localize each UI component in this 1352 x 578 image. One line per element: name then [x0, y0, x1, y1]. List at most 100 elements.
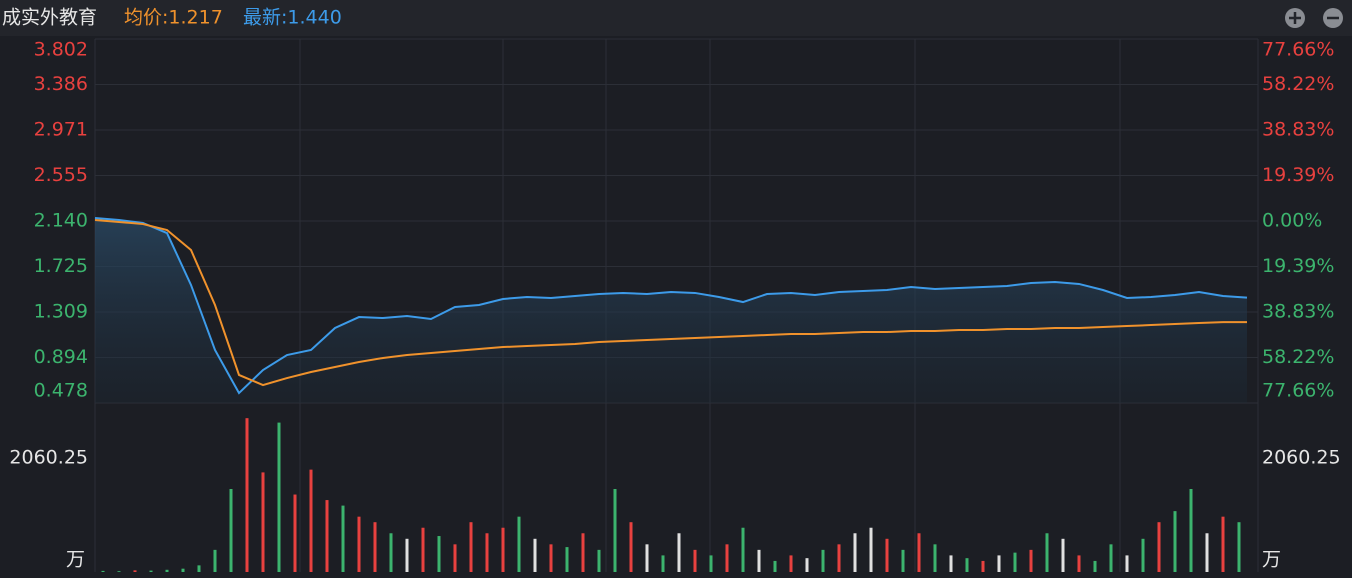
volume-bar — [485, 533, 489, 572]
volume-bar — [997, 555, 1001, 572]
stock-name: 成实外教育 — [2, 7, 97, 29]
volume-bar — [133, 570, 137, 572]
volume-bar — [1173, 511, 1177, 572]
volume-bar — [901, 549, 905, 572]
volume-bar — [357, 516, 361, 572]
volume-bar — [1077, 555, 1081, 572]
volume-bar — [389, 533, 393, 572]
y2-tick-label: 77.66% — [1262, 39, 1334, 61]
zoom-in[interactable] — [1285, 8, 1305, 28]
volume-bar — [789, 555, 793, 572]
volume-bar — [757, 549, 761, 572]
volume-bar — [181, 568, 185, 572]
volume-bar — [437, 536, 441, 572]
volume-bar — [1237, 522, 1241, 572]
volume-bar — [469, 522, 473, 572]
volume-bar — [213, 549, 217, 572]
volume-bar — [629, 522, 633, 572]
y2-tick-label: 0.00% — [1262, 210, 1322, 232]
volume-bar — [725, 544, 729, 572]
volume-bar — [165, 569, 169, 572]
y2-tick-label: 38.83% — [1262, 301, 1334, 323]
volume-bar — [373, 522, 377, 572]
volume-bar — [613, 488, 617, 572]
volume-bar — [645, 544, 649, 572]
volume-bar — [837, 544, 841, 572]
volume-bar — [517, 516, 521, 572]
volume-bar — [1157, 522, 1161, 572]
volume-bar — [853, 533, 857, 572]
volume-bar — [805, 558, 809, 572]
y-tick-label: 3.802 — [34, 39, 88, 61]
volume-bar — [501, 527, 505, 572]
price-line — [94, 219, 1247, 387]
volume-bar — [1221, 516, 1225, 572]
y-tick-label: 1.725 — [34, 255, 88, 277]
volume-bar — [917, 533, 921, 572]
volume-bar — [949, 555, 953, 572]
y2-tick-label: 19.39% — [1262, 164, 1334, 186]
volume-bar — [933, 544, 937, 572]
price-area — [95, 218, 1247, 403]
volume-bar — [325, 500, 329, 572]
volume-bar — [453, 544, 457, 572]
volume-bar — [741, 527, 745, 572]
volume-bar — [1045, 533, 1049, 572]
volume-bar — [117, 571, 121, 572]
volume-bar — [197, 565, 201, 572]
header-bar — [0, 0, 1352, 36]
volume-bar — [261, 472, 265, 572]
y2-tick-label: 77.66% — [1262, 380, 1334, 402]
volume-bar — [1013, 552, 1017, 572]
y-tick-label: 2.971 — [34, 119, 88, 141]
volume-bar — [421, 527, 425, 572]
volume-bar — [1125, 555, 1129, 572]
volume-bar — [277, 422, 281, 572]
volume-bar — [965, 558, 969, 572]
volume-bar — [709, 555, 713, 572]
volume-bar — [581, 533, 585, 572]
zoom-out[interactable] — [1323, 8, 1343, 28]
y2-tick-label: 58.22% — [1262, 73, 1334, 95]
volume-bar — [565, 547, 569, 572]
volume-unit: 万 — [1262, 549, 1281, 571]
volume-bar — [1061, 538, 1065, 572]
y-tick-label: 1.309 — [34, 301, 88, 323]
volume-bar — [341, 505, 345, 572]
y2-tick-label: 58.22% — [1262, 346, 1334, 368]
volume-bar — [293, 494, 297, 572]
volume-bar — [677, 533, 681, 572]
volume-bar — [1205, 533, 1209, 572]
y-tick-label: 2.555 — [34, 164, 88, 186]
avg-price: 均价:1.217 — [124, 7, 223, 29]
y2-tick-label: 38.83% — [1262, 119, 1334, 141]
last-price: 最新:1.440 — [243, 7, 342, 29]
volume-bar — [1093, 560, 1097, 572]
volume-bar — [149, 570, 153, 572]
volume-bar — [981, 560, 985, 572]
volume-bar — [1141, 538, 1145, 572]
volume-bar — [821, 549, 825, 572]
volume-bar — [773, 560, 777, 572]
volume-bar — [549, 544, 553, 572]
y2-tick-label: 19.39% — [1262, 255, 1334, 277]
volume-bar — [229, 488, 233, 572]
volume-bar — [533, 538, 537, 572]
volume-bar — [885, 538, 889, 572]
volume-bar — [1109, 544, 1113, 572]
volume-bar — [101, 570, 105, 572]
volume-bar — [693, 549, 697, 572]
volume-bar — [309, 469, 313, 572]
volume-bar — [869, 527, 873, 572]
volume-bar — [661, 555, 665, 572]
volume-unit: 万 — [66, 549, 85, 571]
volume-bar — [405, 538, 409, 572]
volume-bar — [597, 549, 601, 572]
volume-bar — [245, 418, 249, 572]
price-line — [94, 217, 1248, 395]
volume-tick-label: 2060.25 — [9, 446, 88, 468]
y-tick-label: 3.386 — [34, 73, 88, 95]
volume-bar — [1189, 488, 1193, 572]
y-tick-label: 0.894 — [34, 346, 88, 368]
